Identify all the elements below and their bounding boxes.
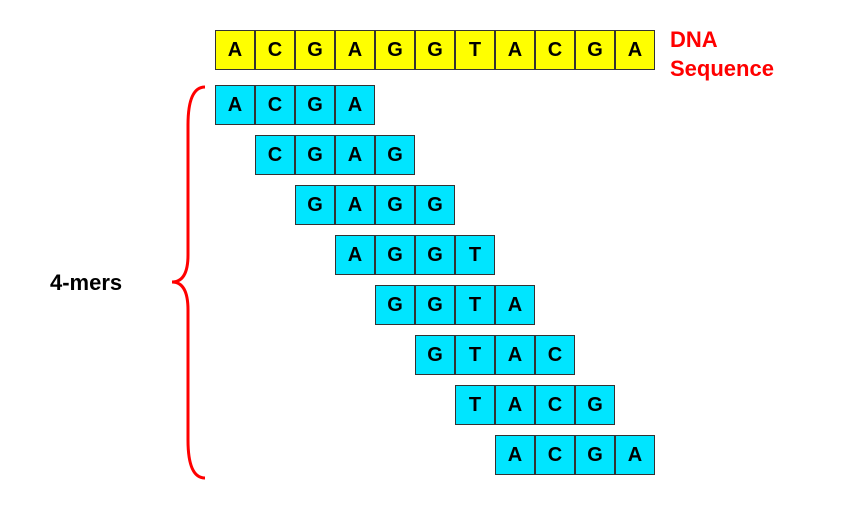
seq-cell: A (215, 30, 255, 70)
seq-cell: G (575, 30, 615, 70)
kmer-row: A C G A (495, 435, 655, 475)
kmer-row: C G A G (255, 135, 415, 175)
kmer-cell: A (495, 285, 535, 325)
kmer-cell: A (215, 85, 255, 125)
seq-cell: A (615, 30, 655, 70)
kmer-cell: C (535, 385, 575, 425)
kmer-row: G G T A (375, 285, 535, 325)
kmer-cell: G (375, 235, 415, 275)
kmer-cell: C (255, 85, 295, 125)
seq-cell: C (535, 30, 575, 70)
kmer-row: A C G A (215, 85, 375, 125)
kmer-cell: G (375, 185, 415, 225)
kmer-cell: G (375, 135, 415, 175)
kmer-cell: G (415, 335, 455, 375)
kmer-cell: G (575, 385, 615, 425)
kmer-cell: G (295, 185, 335, 225)
kmer-cell: G (415, 285, 455, 325)
seq-cell: A (335, 30, 375, 70)
dna-sequence-row: A C G A G G T A C G A (215, 30, 655, 70)
kmer-cell: A (495, 385, 535, 425)
seq-cell: G (415, 30, 455, 70)
kmer-cell: C (255, 135, 295, 175)
kmer-cell: A (615, 435, 655, 475)
kmer-cell: A (495, 335, 535, 375)
seq-cell: G (295, 30, 335, 70)
kmer-row: A G G T (335, 235, 495, 275)
kmer-cell: T (455, 385, 495, 425)
kmer-row: T A C G (455, 385, 615, 425)
kmer-cell: A (335, 185, 375, 225)
kmer-cell: C (535, 335, 575, 375)
seq-cell: C (255, 30, 295, 70)
kmer-cell: T (455, 335, 495, 375)
kmer-row: G A G G (295, 185, 455, 225)
dna-sequence-label: DNA Sequence (670, 26, 774, 83)
kmer-cell: T (455, 235, 495, 275)
kmer-row: G T A C (415, 335, 575, 375)
kmer-label: 4-mers (50, 270, 122, 296)
kmer-cell: A (495, 435, 535, 475)
kmer-cell: G (295, 85, 335, 125)
seq-cell: G (375, 30, 415, 70)
kmer-cell: G (375, 285, 415, 325)
dna-label-line1: DNA (670, 27, 718, 52)
kmer-cell: A (335, 85, 375, 125)
seq-cell: A (495, 30, 535, 70)
kmer-cell: G (575, 435, 615, 475)
kmer-cell: C (535, 435, 575, 475)
kmer-cell: G (295, 135, 335, 175)
kmer-cell: A (335, 235, 375, 275)
kmer-cell: T (455, 285, 495, 325)
seq-cell: T (455, 30, 495, 70)
dna-label-line2: Sequence (670, 56, 774, 81)
kmer-cell: G (415, 235, 455, 275)
curly-brace-icon (170, 85, 210, 480)
kmer-cell: G (415, 185, 455, 225)
kmer-diagram: DNA Sequence A C G A G G T A C G A A C G… (0, 0, 845, 514)
kmer-cell: A (335, 135, 375, 175)
